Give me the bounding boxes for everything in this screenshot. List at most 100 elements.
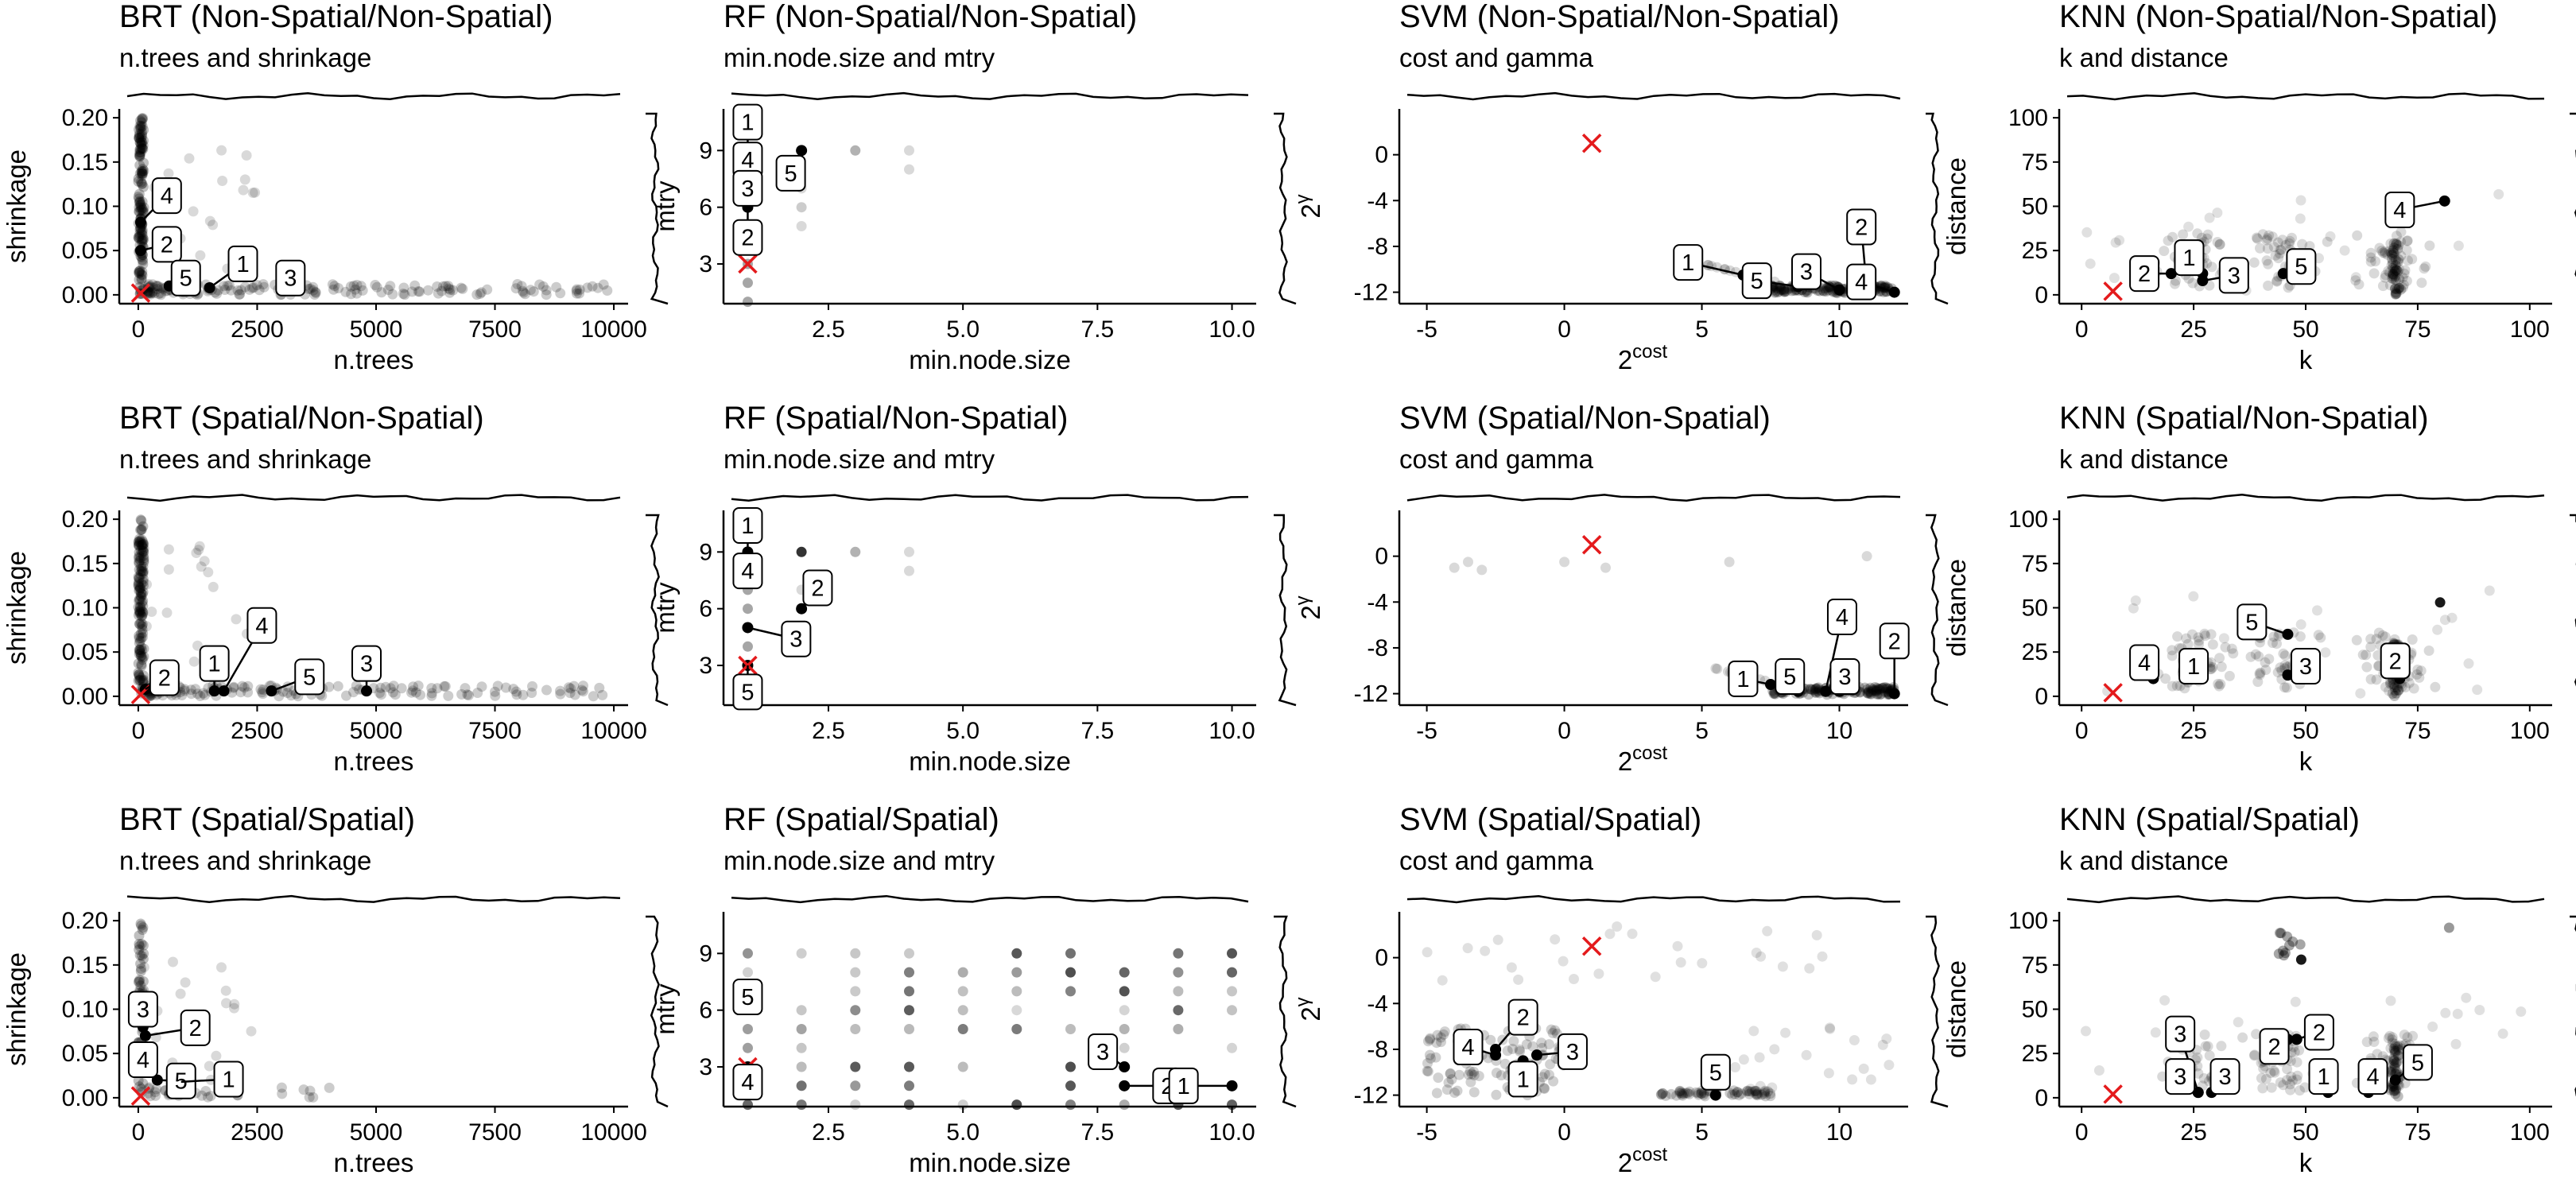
data-point (340, 286, 351, 297)
data-point (211, 288, 223, 299)
rank-label: 2 (2380, 642, 2411, 680)
data-point (134, 197, 145, 208)
rank-label-box (1728, 660, 1759, 697)
panel-svm-s-s: SVM (Spatial/Spatial)cost and gamma-5 0 5 1… (1292, 802, 1949, 1177)
data-point (1476, 564, 1488, 576)
data-point (2266, 1082, 2277, 1093)
panel-subtitle: cost and gamma (1399, 43, 1594, 72)
data-point (2275, 244, 2287, 255)
data-point (1823, 1068, 1834, 1079)
data-point (2357, 649, 2368, 661)
data-point (406, 687, 417, 698)
data-point (224, 280, 235, 291)
data-point (1011, 967, 1022, 978)
rank-label-box (781, 620, 812, 657)
point-cloud (133, 113, 613, 300)
rank-label: 5 (1700, 1053, 1731, 1091)
data-point (2394, 282, 2405, 293)
data-point (2183, 221, 2194, 232)
data-point (410, 687, 421, 698)
rank-label-box (1826, 599, 1857, 636)
data-point (134, 133, 145, 143)
rank-label: 4 (1846, 263, 1877, 300)
rank-label-text: 3 (2218, 1064, 2231, 1090)
data-point (2390, 289, 2401, 300)
top-marginal-density (731, 91, 1249, 101)
data-point (2287, 936, 2299, 947)
data-point (134, 168, 145, 179)
data-point (2392, 257, 2403, 268)
data-point (135, 200, 146, 211)
x-tick-label: 25 (2180, 1119, 2206, 1146)
data-point (138, 948, 149, 960)
data-point (134, 939, 145, 949)
data-point (2383, 266, 2394, 277)
data-point (138, 538, 149, 549)
data-point (1612, 921, 1623, 932)
data-point (134, 540, 144, 551)
panel-subtitle: min.node.size and mtry (724, 444, 995, 474)
data-point (133, 675, 144, 686)
data-point (904, 1024, 914, 1034)
data-point (2194, 635, 2205, 646)
data-point (137, 597, 148, 608)
data-point (141, 621, 152, 632)
y-tick-label: 75 (2022, 952, 2048, 979)
panel-svm-s-ns: SVM (Spatial/Non-Spatial)cost and gamma-… (1292, 401, 1949, 776)
data-point (1821, 286, 1832, 297)
data-point (2390, 284, 2401, 294)
data-point (957, 986, 968, 997)
data-point (1866, 688, 1876, 700)
rank-label: 1 (1168, 1067, 1199, 1104)
y-axis-label: 2γ (1292, 997, 1325, 1021)
x-tick-label: 10.0 (1208, 1119, 1255, 1146)
x-tick-label: 5 (1695, 1119, 1709, 1146)
rank-label-text: 1 (741, 111, 754, 136)
data-point (1676, 1089, 1687, 1099)
y-tick-label: -12 (1354, 280, 1388, 306)
data-point (329, 281, 340, 292)
data-point (136, 650, 147, 661)
data-point (2390, 289, 2401, 300)
data-point (277, 686, 289, 697)
rank-label: 2 (802, 569, 833, 607)
data-point (1655, 1089, 1666, 1100)
data-point (2278, 945, 2288, 956)
y-tick-label: 0.10 (62, 194, 108, 220)
data-point (1437, 975, 1448, 986)
data-point (1011, 1099, 1022, 1111)
data-point (1684, 1088, 1695, 1099)
data-point (1872, 684, 1883, 695)
data-point (426, 688, 437, 699)
x-tick-label: 10000 (580, 718, 646, 744)
data-point (1732, 1087, 1743, 1098)
data-point (2171, 680, 2182, 692)
data-point (2389, 681, 2400, 692)
data-point (144, 287, 155, 298)
x-tick-label: 25 (2180, 718, 2206, 744)
y-axis-label: shrinkage (2, 551, 31, 665)
rank-label-box (170, 259, 201, 297)
data-point (1119, 1099, 1130, 1111)
data-point (2461, 992, 2472, 1003)
data-point (149, 288, 160, 299)
data-point (1119, 986, 1130, 997)
data-point (134, 618, 145, 630)
data-point (1875, 684, 1886, 694)
y-tick-label: 50 (2022, 997, 2048, 1023)
data-point (2393, 240, 2404, 251)
top-marginal-density (126, 494, 621, 502)
rank-label-text: 4 (741, 148, 754, 173)
data-point (398, 282, 409, 293)
data-point (2439, 615, 2450, 626)
rank-label-box (2209, 1058, 2240, 1095)
data-point (2260, 657, 2271, 668)
right-marginal-density (1926, 514, 1949, 707)
data-point (528, 286, 539, 297)
data-point (2383, 1033, 2394, 1044)
data-point (1825, 1023, 1836, 1034)
data-point (2278, 648, 2289, 659)
rank-label: 4 (127, 1041, 158, 1078)
data-point (2385, 678, 2396, 689)
data-point (137, 126, 148, 138)
